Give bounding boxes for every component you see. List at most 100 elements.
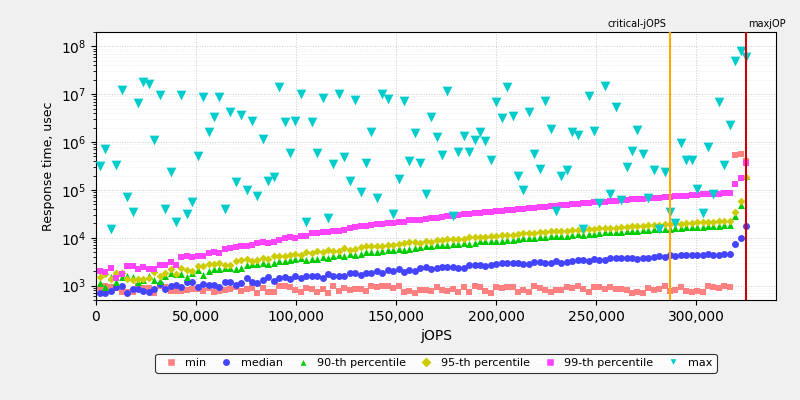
Point <box>696 210 709 216</box>
Point <box>642 285 654 291</box>
Point <box>626 223 638 230</box>
Point <box>246 118 258 124</box>
Point <box>430 242 443 248</box>
Point <box>446 236 459 242</box>
Point <box>202 129 215 135</box>
Point <box>349 252 362 258</box>
Point <box>593 225 606 232</box>
Point <box>739 173 752 180</box>
Point <box>538 287 551 294</box>
Point <box>468 262 481 268</box>
Point <box>490 99 502 106</box>
Point <box>479 234 492 240</box>
Point <box>105 284 118 290</box>
Point <box>158 273 171 280</box>
Point <box>593 257 606 263</box>
Point <box>620 197 633 203</box>
Point <box>403 239 416 246</box>
Point <box>99 284 112 290</box>
Point <box>306 119 318 126</box>
Point <box>338 273 350 280</box>
Point <box>555 173 568 179</box>
Point <box>126 263 139 269</box>
Point <box>197 281 210 288</box>
Point <box>158 270 171 276</box>
Point <box>690 224 703 230</box>
Point <box>522 261 535 267</box>
Point <box>110 270 122 276</box>
Point <box>105 275 118 282</box>
Point <box>729 152 742 158</box>
Point <box>528 235 541 241</box>
Point <box>327 228 340 234</box>
Point <box>338 227 350 233</box>
Point <box>310 272 323 279</box>
Point <box>257 285 270 292</box>
Point <box>257 260 270 266</box>
Point <box>392 240 405 247</box>
Point <box>517 206 530 212</box>
Point <box>403 158 416 164</box>
Point <box>587 128 600 134</box>
Point <box>419 264 432 271</box>
Point <box>435 237 448 243</box>
Point <box>158 285 171 292</box>
Point <box>414 240 426 246</box>
Point <box>522 230 535 236</box>
Point <box>631 127 644 134</box>
Point <box>333 227 346 234</box>
Point <box>674 252 687 258</box>
Point <box>485 157 498 163</box>
Point <box>343 287 356 294</box>
Point <box>218 206 231 213</box>
Point <box>495 238 508 244</box>
Point <box>718 250 730 257</box>
Point <box>718 222 730 228</box>
Point <box>246 257 258 264</box>
Point <box>126 277 139 283</box>
Point <box>306 230 318 237</box>
Point <box>674 193 687 199</box>
Point <box>430 284 443 290</box>
Point <box>382 95 394 102</box>
Point <box>409 239 422 245</box>
Point <box>468 137 481 143</box>
Point <box>577 257 590 263</box>
Point <box>257 136 270 142</box>
Point <box>148 290 161 296</box>
Point <box>582 92 595 99</box>
Point <box>224 286 237 292</box>
Point <box>680 224 693 230</box>
Point <box>230 284 242 290</box>
Point <box>289 235 302 241</box>
Point <box>452 148 465 155</box>
Point <box>626 254 638 261</box>
Point <box>723 218 736 224</box>
Point <box>251 260 264 267</box>
Point <box>739 158 752 164</box>
Point <box>501 84 514 90</box>
Point <box>262 274 274 280</box>
Point <box>365 282 378 289</box>
Point <box>148 269 161 275</box>
Point <box>718 162 730 168</box>
Point <box>110 279 122 285</box>
Point <box>354 286 367 292</box>
Point <box>713 222 726 229</box>
Point <box>267 174 280 180</box>
Point <box>208 282 221 288</box>
Point <box>550 258 562 264</box>
Point <box>376 270 389 276</box>
Point <box>181 279 194 285</box>
Point <box>142 284 155 291</box>
Point <box>283 257 296 264</box>
Point <box>528 151 541 157</box>
Point <box>283 276 296 283</box>
Point <box>338 154 350 160</box>
Point <box>430 264 443 271</box>
Point <box>571 226 584 233</box>
Point <box>425 242 438 249</box>
Point <box>148 276 161 283</box>
Point <box>121 288 134 295</box>
Point <box>620 163 633 170</box>
